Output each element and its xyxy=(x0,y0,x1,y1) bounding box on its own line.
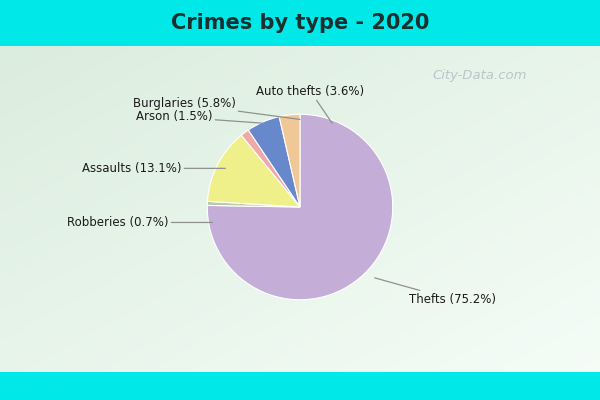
Wedge shape xyxy=(248,117,300,207)
Text: Burglaries (5.8%): Burglaries (5.8%) xyxy=(133,98,300,120)
Wedge shape xyxy=(208,135,300,207)
Text: Assaults (13.1%): Assaults (13.1%) xyxy=(82,162,225,175)
Wedge shape xyxy=(207,114,393,300)
Text: City-Data.com: City-Data.com xyxy=(433,70,527,82)
Text: Crimes by type - 2020: Crimes by type - 2020 xyxy=(171,13,429,33)
Text: Arson (1.5%): Arson (1.5%) xyxy=(136,110,264,123)
Text: Thefts (75.2%): Thefts (75.2%) xyxy=(375,278,496,306)
Text: Robberies (0.7%): Robberies (0.7%) xyxy=(67,216,212,229)
Wedge shape xyxy=(279,114,300,207)
Wedge shape xyxy=(207,201,300,207)
Wedge shape xyxy=(241,130,300,207)
Text: Auto thefts (3.6%): Auto thefts (3.6%) xyxy=(256,84,364,123)
